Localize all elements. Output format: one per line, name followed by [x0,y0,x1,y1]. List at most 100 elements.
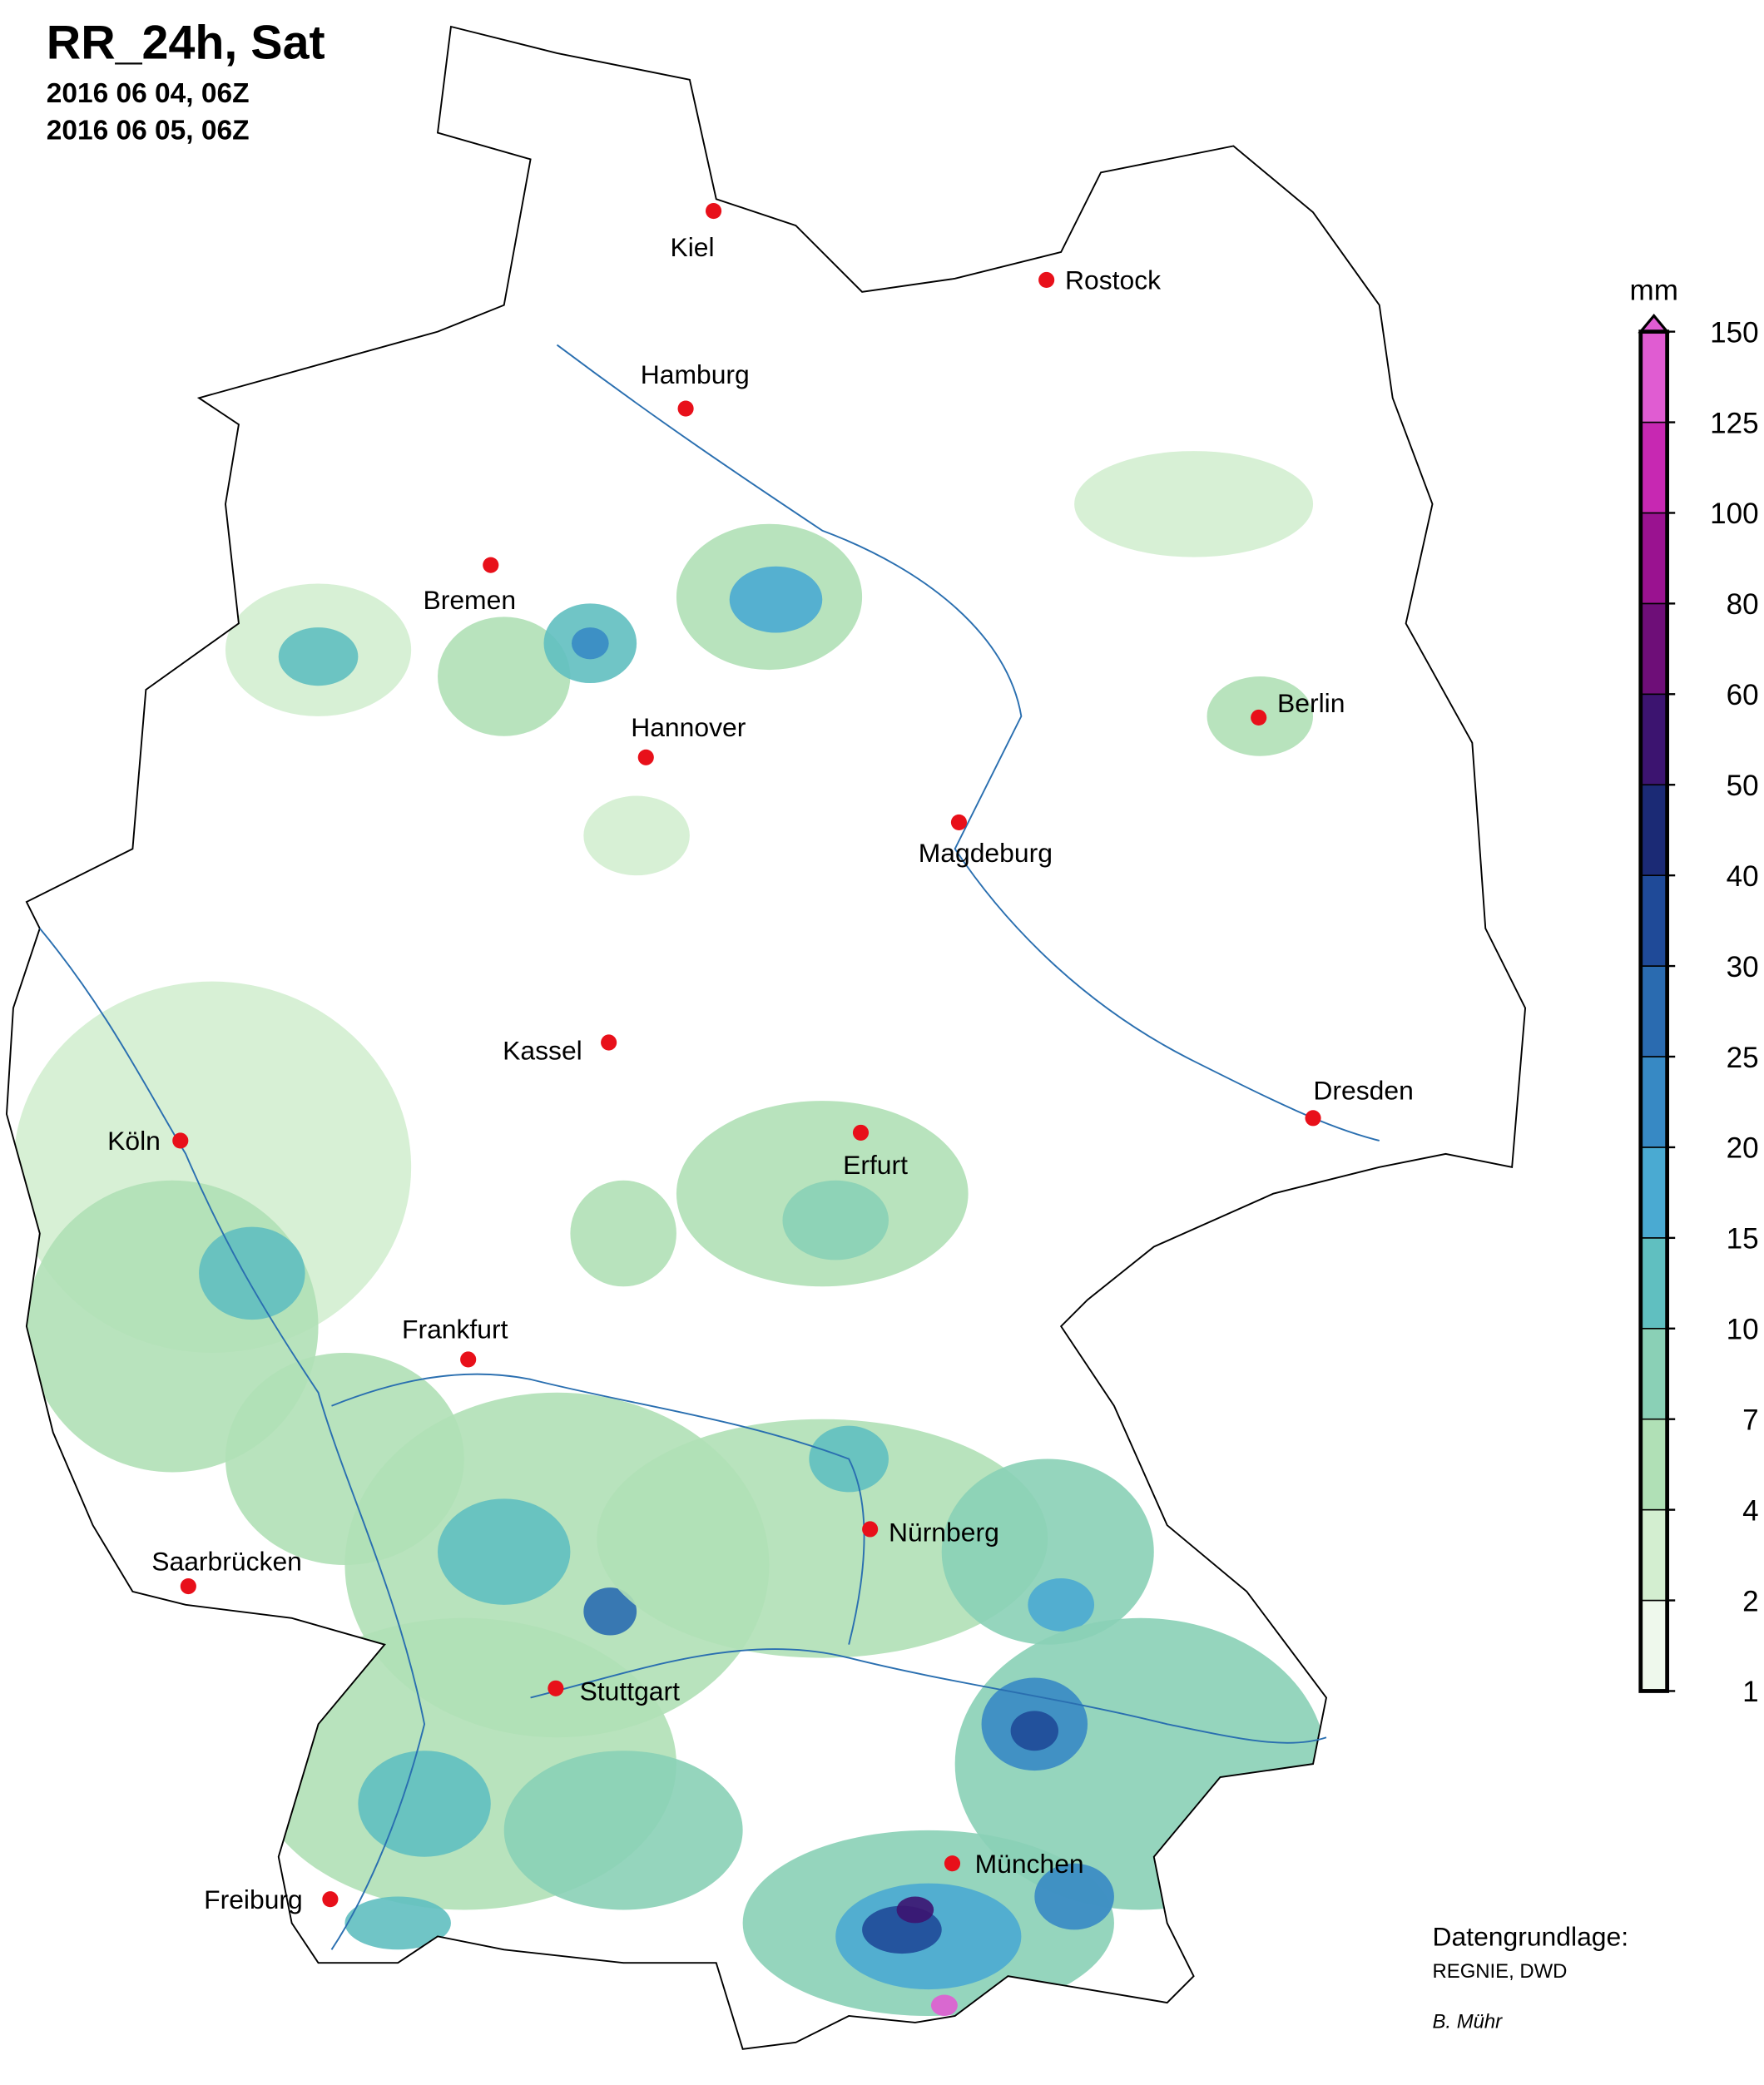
city-label: Kassel [503,1036,582,1066]
city-label: Kiel [670,232,714,262]
city-label: Freiburg [204,1884,303,1914]
colorbar-band [1639,1599,1668,1692]
colorbar-band [1639,693,1668,786]
colorbar: mm 1 2 4 7 10 15 20 25 30 40 50 60 80 100 125 150 [1630,274,1759,1708]
city-dot [180,1577,196,1595]
colorbar-label: 80 [1727,588,1759,621]
city-label: Bremen [423,585,516,615]
rain-area [572,627,609,660]
colorbar-band [1639,874,1668,967]
colorbar-band [1639,602,1668,696]
source-label: Datengrundlage: [1433,1922,1629,1952]
colorbar-band [1639,421,1668,514]
colorbar-label: 30 [1727,951,1759,983]
rain-area [583,795,690,876]
colorbar-band [1639,330,1668,423]
rain-area [729,566,823,633]
colorbar-band [1639,784,1668,876]
date-start: 2016 06 04, 06Z [47,78,250,109]
city-dot [1038,271,1055,289]
city-label: Magdeburg [919,838,1053,868]
city-label: Frankfurt [402,1314,508,1344]
rain-area [1028,1577,1095,1632]
author: B. Mühr [1433,2010,1504,2033]
rain-area [358,1751,491,1857]
city-label: Hamburg [641,359,750,389]
colorbar-extend [1638,314,1671,334]
city-dot [677,400,694,417]
city-dot [706,203,722,220]
city-dot [637,749,654,765]
colorbar-label: 100 [1710,498,1758,530]
rain-area [782,1180,889,1260]
source: REGNIE, DWD [1433,1960,1568,1983]
rain-area [1034,1863,1114,1930]
rain-area [583,1587,637,1636]
colorbar-band [1639,1327,1668,1420]
city-dot [483,557,499,573]
rain-area [438,617,571,736]
rain-area [1010,1711,1058,1751]
colorbar-label: 1 [1742,1676,1759,1708]
city-label: Dresden [1313,1076,1413,1106]
city-label: Stuttgart [580,1676,681,1706]
colorbar-label: 4 [1742,1494,1759,1527]
city-dot [172,1132,189,1149]
city-label: Hannover [631,712,746,742]
city-dot [322,1891,339,1908]
colorbar-band [1639,1056,1668,1148]
colorbar-label: 150 [1710,316,1758,349]
colorbar-label: 25 [1727,1042,1759,1074]
colorbar-label: 15 [1727,1223,1759,1255]
rain-area [199,1226,305,1320]
colorbar-label: 20 [1727,1132,1759,1165]
city-label: Erfurt [843,1150,908,1180]
colorbar-label: 40 [1727,860,1759,893]
colorbar-band [1639,1147,1668,1239]
rain-area [896,1896,934,1924]
date-end: 2016 06 05, 06Z [47,115,250,146]
rain-area [344,1896,451,1950]
cities: Kiel Rostock Hamburg Bremen Hannover Magdebur… [107,203,1414,1914]
city-label: Nürnberg [889,1517,999,1547]
colorbar-band [1639,1418,1668,1511]
city-dot [1305,1110,1321,1127]
rain-area [941,1459,1154,1645]
rain-area [1074,451,1314,557]
city-dot [862,1521,879,1538]
rain-area [438,1498,571,1605]
colorbar-band [1639,1508,1668,1602]
river [39,928,426,1950]
city-dot [852,1124,870,1141]
city-dot [944,1855,961,1872]
city-label: Rostock [1065,265,1161,295]
colorbar-label: 125 [1710,407,1758,439]
country-border [6,25,1527,2050]
city-label: München [975,1849,1084,1879]
colorbar-band [1639,965,1668,1057]
colorbar-label: 60 [1727,679,1759,711]
rain-area [570,1180,676,1287]
city-dot [1251,709,1267,726]
colorbar-band [1639,1237,1668,1330]
city-dot [460,1351,477,1368]
river [331,1373,865,1645]
rain-area [278,627,359,686]
river [530,1648,1327,1744]
rain-area [597,1419,1048,1658]
city-dot [548,1680,564,1696]
city-label: Berlin [1277,688,1345,718]
colorbar-label: 2 [1742,1585,1759,1617]
colorbar-band [1639,512,1668,605]
city-label: Köln [107,1126,161,1156]
map-title: RR_24h, Sat [47,16,325,69]
colorbar-unit: mm [1630,274,1678,306]
colorbar-label: 50 [1727,770,1759,802]
colorbar-label: 7 [1742,1404,1759,1436]
colorbar-label: 10 [1727,1314,1759,1346]
river [556,344,1380,1142]
city-dot [950,814,968,830]
rain-area [503,1751,743,1910]
